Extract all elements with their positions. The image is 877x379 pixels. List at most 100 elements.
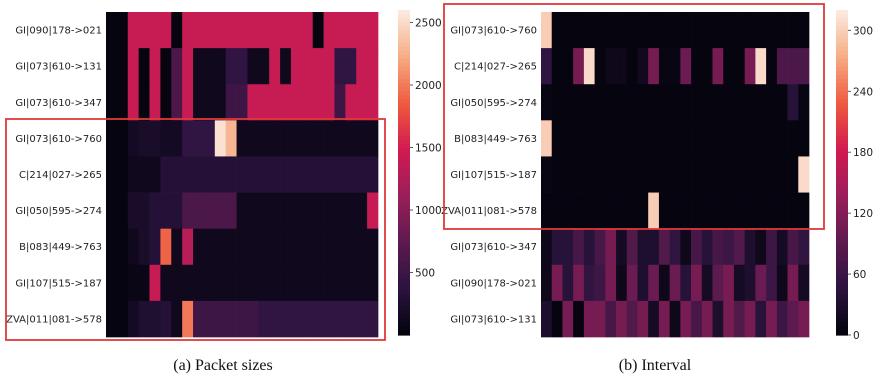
heatmap-cell: [149, 156, 161, 193]
heatmap-cell: [214, 228, 227, 266]
heatmap-cell: [356, 84, 368, 121]
colorbar-segment: [398, 152, 410, 157]
colorbar-segment: [398, 310, 410, 316]
colorbar-segment: [836, 192, 848, 198]
heatmap-cell: [247, 84, 259, 121]
heatmap-cell: [182, 300, 194, 338]
colorbar-tick-label: 300: [853, 25, 873, 37]
colorbar-segment: [398, 22, 410, 27]
heatmap-cell: [712, 12, 724, 49]
heatmap-cell: [541, 192, 553, 230]
heatmap-cell: [334, 84, 346, 121]
heatmap-cell: [626, 228, 638, 266]
heatmap-cell: [626, 12, 638, 49]
heatmap-cell: [236, 156, 248, 193]
heatmap-cell: [236, 264, 248, 302]
heatmap-cell: [116, 264, 129, 302]
heatmap-cell: [323, 84, 335, 121]
heatmap-cell: [733, 300, 746, 338]
heatmap-cell: [798, 300, 810, 338]
heatmap-cell: [312, 228, 324, 266]
heatmap-cell: [182, 12, 194, 49]
heatmap-cell: [744, 264, 756, 302]
heatmap-cell: [733, 228, 746, 266]
heatmap-cell: [755, 192, 767, 230]
heatmap-cell: [562, 300, 574, 338]
colorbar-segment: [836, 314, 848, 320]
colorbar-tick-label: 180: [853, 147, 873, 159]
heatmap-cell: [182, 48, 194, 85]
heatmap-cell: [367, 192, 379, 230]
heatmap-cell: [106, 264, 118, 302]
heatmap-cell: [160, 12, 172, 49]
heatmap-cell: [116, 12, 129, 49]
heatmap-cell: [669, 120, 681, 157]
colorbar-segment: [398, 75, 410, 80]
heatmap-cell: [258, 228, 270, 266]
heatmap-cell: [744, 228, 756, 266]
heatmap-cell: [626, 192, 638, 230]
heatmap-cell: [551, 48, 563, 85]
row-label: GI|090|178->021: [15, 26, 102, 37]
heatmap-cell: [637, 120, 649, 157]
row-label: GI|073|610->347: [450, 242, 537, 253]
colorbar-segment: [836, 265, 848, 271]
colorbar-segment: [398, 18, 410, 23]
colorbar-segment: [398, 115, 410, 121]
heatmap-cell: [269, 192, 281, 230]
row-label: C|214|027->265: [19, 170, 102, 181]
colorbar-segment: [398, 249, 410, 255]
heatmap-cell: [334, 228, 346, 266]
colorbar-segment: [398, 95, 410, 100]
heatmap-cell: [356, 264, 368, 302]
heatmap-cell: [214, 12, 227, 49]
heatmap-cell: [116, 156, 129, 193]
highlight-rectangle: [5, 118, 386, 341]
colorbar-segment: [398, 176, 410, 182]
heatmap-cell: [182, 228, 194, 266]
colorbar-segment: [836, 229, 848, 235]
colorbar-segment: [836, 213, 848, 218]
colorbar-tick-label: 1000: [415, 205, 442, 217]
colorbar-segment: [398, 10, 410, 15]
colorbar-segment: [398, 217, 410, 222]
heatmap-cell: [106, 12, 118, 49]
colorbar-segment: [398, 200, 410, 206]
heatmap-cell: [637, 228, 649, 266]
heatmap-cell: [648, 156, 660, 193]
heatmap-cell: [562, 228, 574, 266]
colorbar-segment: [836, 237, 848, 243]
row-label: GI|073|610->131: [15, 62, 102, 73]
heatmap-cell: [766, 192, 778, 230]
heatmap-cell: [280, 192, 292, 230]
colorbar-segment: [836, 144, 848, 149]
colorbar-segment: [836, 278, 848, 283]
heatmap-cell: [269, 12, 281, 49]
colorbar-segment: [398, 111, 410, 117]
heatmap-cell: [258, 300, 270, 338]
heatmap-cell: [616, 48, 628, 85]
heatmap-cell: [594, 300, 606, 338]
heatmap-cell: [562, 12, 574, 49]
colorbar-segment: [398, 278, 410, 283]
heatmap-cell: [127, 84, 139, 121]
heatmap-cell: [301, 84, 314, 121]
heatmap-cell: [247, 264, 259, 302]
colorbar-segment: [398, 241, 410, 247]
colorbar-segment: [836, 298, 848, 304]
heatmap-cell: [723, 264, 735, 302]
heatmap-cell: [280, 156, 292, 193]
heatmap-cell: [541, 156, 553, 193]
heatmap-cell: [637, 192, 649, 230]
heatmap-cell: [312, 156, 324, 193]
heatmap-cell: [691, 12, 703, 49]
heatmap-cell: [541, 48, 553, 85]
heatmap-cell: [658, 192, 670, 230]
heatmap-cell: [127, 12, 139, 49]
heatmap-cell: [594, 264, 606, 302]
colorbar-segment: [836, 131, 848, 137]
heatmap-cell: [171, 300, 183, 338]
colorbar-segment: [398, 87, 410, 92]
heatmap-cell: [648, 84, 660, 121]
heatmap-cell: [562, 192, 574, 230]
